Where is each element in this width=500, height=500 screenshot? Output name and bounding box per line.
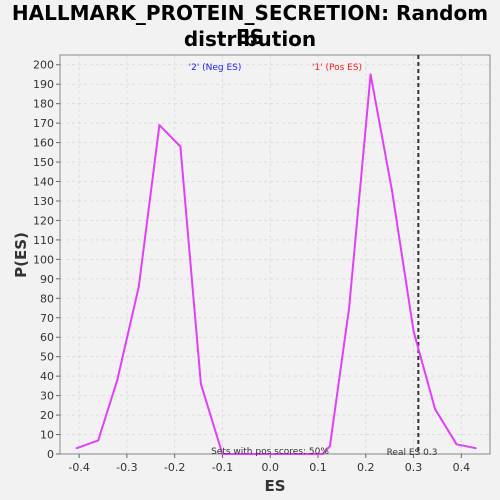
x-tick-label: -0.3: [116, 461, 137, 474]
data-point: [455, 443, 458, 446]
y-tick-label: 200: [33, 59, 54, 72]
y-tick-label: 120: [33, 214, 54, 227]
y-tick-label: 110: [33, 234, 54, 247]
plot-area: [59, 54, 491, 455]
x-tick-label: -0.4: [68, 461, 89, 474]
x-tick-label: -0.1: [212, 461, 233, 474]
pos-scores-label: Sets with pos scores: 50%: [211, 447, 329, 457]
y-tick-label: 100: [33, 253, 54, 266]
data-point: [199, 382, 202, 385]
x-tick-label: 0.3: [405, 461, 423, 474]
y-tick-label: 90: [40, 273, 54, 286]
x-axis: -0.4 -0.3 -0.2 -0.1 0.0 0.1 0.2 0.3 0.4: [68, 454, 470, 474]
data-point: [412, 330, 415, 333]
data-point: [179, 145, 182, 148]
x-tick-label: 0.0: [261, 461, 279, 474]
data-point: [97, 439, 100, 442]
y-tick-label: 150: [33, 156, 54, 169]
data-point: [474, 447, 477, 450]
y-tick-label: 190: [33, 78, 54, 91]
y-axis-label: P(ES): [12, 232, 30, 278]
x-tick-label: 0.2: [357, 461, 375, 474]
grid-layer: [60, 55, 490, 455]
y-tick-label: 160: [33, 137, 54, 150]
data-point: [369, 73, 372, 76]
chart-title-line2: distribution: [183, 27, 317, 51]
y-tick-label: 80: [40, 292, 54, 305]
y-tick-label: 0: [47, 448, 54, 461]
data-point: [116, 379, 119, 382]
y-tick-label: 180: [33, 98, 54, 111]
y-tick-label: 70: [40, 312, 54, 325]
data-point: [434, 408, 437, 411]
y-tick-label: 140: [33, 176, 54, 189]
data-point: [75, 447, 78, 450]
data-point: [321, 453, 324, 455]
x-tick-label: 0.1: [309, 461, 327, 474]
y-tick-label: 130: [33, 195, 54, 208]
x-axis-label: ES: [264, 477, 285, 495]
y-tick-label: 10: [40, 429, 54, 442]
y-axis: 0 10 20 30 40 50 60 70 80 90 100 110 120 130 140 150 160…: [33, 59, 60, 461]
y-tick-label: 170: [33, 117, 54, 130]
data-point: [158, 124, 161, 127]
data-point: [137, 285, 140, 288]
neg-es-label: '2' (Neg ES): [189, 63, 242, 73]
y-tick-label: 20: [40, 409, 54, 422]
data-point: [391, 190, 394, 193]
y-tick-label: 50: [40, 351, 54, 364]
series-layer: [75, 73, 477, 455]
pos-es-label: '1' (Pos ES): [312, 63, 362, 73]
y-tick-label: 40: [40, 370, 54, 383]
x-tick-label: 0.4: [453, 461, 471, 474]
data-point: [221, 453, 224, 455]
data-point: [348, 307, 351, 310]
real-es-label: Real ES 0.3: [387, 448, 438, 458]
chart-title-line1: HALLMARK_PROTEIN_SECRETION: Random ES: [11, 1, 489, 49]
y-tick-label: 30: [40, 390, 54, 403]
y-tick-label: 60: [40, 331, 54, 344]
data-point: [328, 445, 331, 448]
x-tick-label: -0.2: [164, 461, 185, 474]
